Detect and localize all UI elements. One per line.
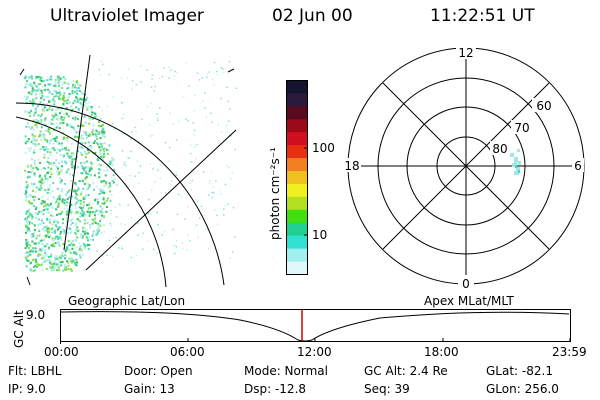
observation-time: 11:22:51 UT <box>430 6 535 26</box>
left-caption: Geographic Lat/Lon <box>68 294 186 308</box>
aurora-patch <box>510 149 521 175</box>
mlt-label-12: 12 <box>458 46 473 60</box>
ip-status: IP: 9.0 <box>8 382 46 396</box>
altitude-curve <box>60 311 570 342</box>
dsp-status: Dsp: -12.8 <box>244 382 307 396</box>
altitude-value: 9.0 <box>26 308 46 322</box>
mode-status: Mode: Normal <box>244 364 328 378</box>
gain-status: Gain: 13 <box>124 382 175 396</box>
colorbar-tick-100: 100 <box>312 141 335 155</box>
aurora-speckles <box>24 60 238 272</box>
filter-status: Flt: LBHL <box>8 364 62 378</box>
edge-mark-3 <box>26 276 31 286</box>
colorbar-segment <box>286 222 308 237</box>
meridian-diag-2 <box>382 82 550 250</box>
edge-mark <box>19 68 25 76</box>
lat-circle-inner <box>16 116 167 288</box>
colorbar-segment <box>286 80 308 94</box>
colorbar <box>286 80 308 275</box>
mlt-label-18: 18 <box>344 159 359 173</box>
x-tick-0000: 00:00 <box>44 345 79 359</box>
glon-status: GLon: 256.0 <box>486 382 559 396</box>
colorbar-segment <box>286 119 308 133</box>
x-tick-1200: 12:00 <box>297 345 332 359</box>
altitude-plot <box>60 309 571 344</box>
colorbar-segment <box>286 209 308 224</box>
x-tick-1800: 18:00 <box>424 345 459 359</box>
meridian-line-2 <box>85 129 237 271</box>
colorbar-segment <box>286 183 308 198</box>
meridian-line <box>63 55 91 251</box>
x-tick-0600: 06:00 <box>170 345 205 359</box>
colorbar-segment <box>286 106 308 120</box>
mlt-label-0: 0 <box>462 277 470 291</box>
colorbar-segment <box>286 132 308 146</box>
right-caption: Apex MLat/MLT <box>424 294 514 308</box>
geographic-image <box>16 55 238 288</box>
glat-status: GLat: -82.1 <box>486 364 553 378</box>
colorbar-segment <box>286 93 308 107</box>
lat-label-70: 70 <box>514 121 529 135</box>
gc-alt-status: GC Alt: 2.4 Re <box>364 364 448 378</box>
lat-label-60: 60 <box>536 99 551 113</box>
lat-label-80: 80 <box>492 142 507 156</box>
colorbar-segment <box>286 145 308 159</box>
instrument-title: Ultraviolet Imager <box>50 6 204 26</box>
mlt-label-6: 6 <box>574 159 582 173</box>
door-status: Door: Open <box>124 364 193 378</box>
colorbar-segment <box>286 171 308 185</box>
altitude-axis-label: GC Alt <box>12 310 26 348</box>
colorbar-segment <box>286 196 308 211</box>
colorbar-segment <box>286 248 308 263</box>
colorbar-segment <box>286 158 308 172</box>
colorbar-segment <box>286 261 308 275</box>
colorbar-tick-10: 10 <box>312 228 328 242</box>
colorbar-unit-label: photon cm⁻²s⁻¹ <box>268 147 282 240</box>
seq-status: Seq: 39 <box>364 382 410 396</box>
observation-date: 02 Jun 00 <box>272 6 353 26</box>
polar-plot: 12 0 18 6 60 70 80 <box>343 45 585 291</box>
edge-mark-2 <box>227 68 235 73</box>
x-tick-2359: 23:59 <box>552 345 587 359</box>
lat-circle-outer <box>16 102 225 286</box>
colorbar-segment <box>286 235 308 250</box>
